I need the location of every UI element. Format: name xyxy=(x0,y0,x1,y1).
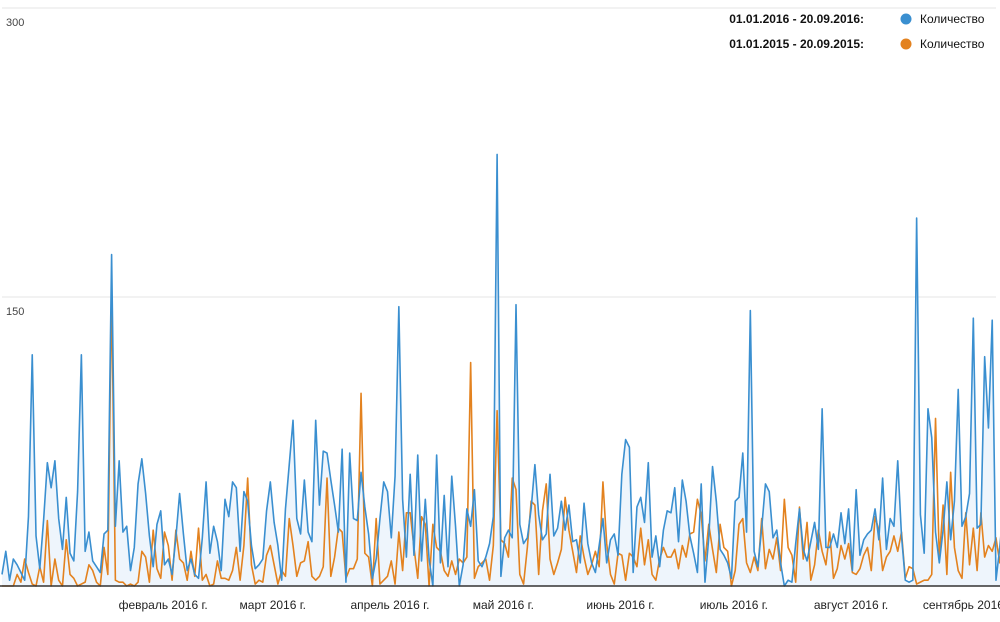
legend-swatch xyxy=(900,13,912,25)
x-tick-label: сентябрь 2016 г. xyxy=(923,598,1000,612)
series-area-2016 xyxy=(2,154,1000,586)
y-tick-label: 150 xyxy=(6,306,24,318)
x-tick-label: июль 2016 г. xyxy=(700,598,768,612)
y-axis-ticks: 150 300 xyxy=(6,17,24,318)
y-tick-label: 300 xyxy=(6,17,24,29)
legend-swatch xyxy=(900,38,912,50)
legend[interactable]: 01.01.2016 - 20.09.2016: Количество 01.01.… xyxy=(729,12,985,51)
series-lines xyxy=(1,153,1000,587)
x-tick-label: февраль 2016 г. xyxy=(119,598,208,612)
gridlines xyxy=(2,7,996,298)
x-tick-label: август 2016 г. xyxy=(814,598,888,612)
x-axis-ticks: февраль 2016 г. март 2016 г. апрель 2016 г… xyxy=(119,598,1000,612)
legend-series-name: Количество xyxy=(920,37,985,51)
x-tick-label: июнь 2016 г. xyxy=(586,598,654,612)
legend-range-label: 01.01.2015 - 20.09.2015: xyxy=(729,37,864,51)
legend-series-name: Количество xyxy=(920,12,985,26)
x-tick-label: март 2016 г. xyxy=(240,598,306,612)
legend-range-label: 01.01.2016 - 20.09.2016: xyxy=(729,12,864,26)
x-tick-label: апрель 2016 г. xyxy=(350,598,429,612)
x-tick-label: май 2016 г. xyxy=(473,598,534,612)
series-line-2016 xyxy=(1,153,1000,587)
